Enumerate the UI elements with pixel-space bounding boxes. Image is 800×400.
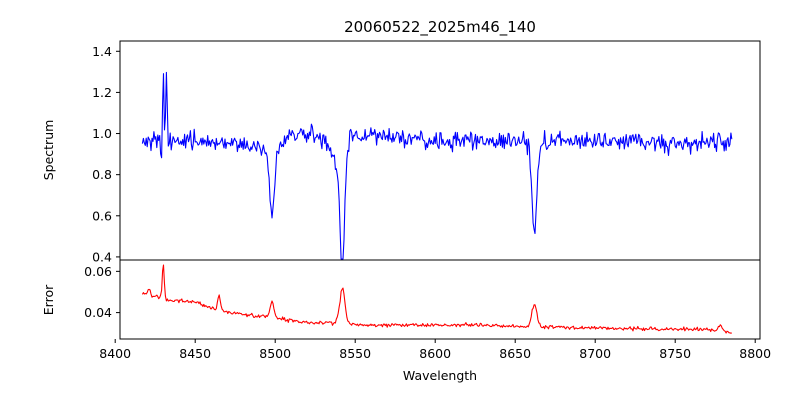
x-tick-label: 8400 bbox=[99, 346, 131, 361]
x-tick-label: 8600 bbox=[419, 346, 451, 361]
x-tick-label: 8650 bbox=[499, 346, 531, 361]
spectrum-y-tick-label: 0.8 bbox=[92, 167, 112, 182]
error-series-line bbox=[141, 264, 732, 334]
spectrum-y-axis-label: Spectrum bbox=[41, 120, 56, 181]
x-tick-label: 8800 bbox=[739, 346, 771, 361]
x-tick-label: 8750 bbox=[659, 346, 691, 361]
error-axes-frame bbox=[119, 259, 761, 340]
x-tick-label: 8450 bbox=[179, 346, 211, 361]
x-axis-label: Wavelength bbox=[403, 368, 477, 383]
error-y-axis-label: Error bbox=[41, 284, 56, 315]
spectrum-series-line bbox=[141, 71, 733, 260]
spectrum-y-ticks: 0.4 0.6 0.8 1.0 1.2 1.4 bbox=[92, 44, 120, 264]
error-y-ticks: 0.04 0.06 bbox=[84, 264, 120, 320]
x-tick-label: 8500 bbox=[259, 346, 291, 361]
error-y-tick-label: 0.04 bbox=[84, 305, 112, 320]
x-tick-label: 8700 bbox=[579, 346, 611, 361]
spectrum-y-tick-label: 1.4 bbox=[92, 44, 112, 59]
spectrum-y-tick-label: 1.0 bbox=[92, 126, 112, 141]
x-tick-label: 8550 bbox=[339, 346, 371, 361]
spectrum-panel: 0.4 0.6 0.8 1.0 1.2 1.4 Spectrum bbox=[41, 40, 761, 264]
error-panel: 0.04 0.06 Error bbox=[41, 259, 761, 340]
chart-title: 20060522_2025m46_140 bbox=[344, 18, 536, 37]
spectrum-y-tick-label: 0.6 bbox=[92, 208, 112, 223]
x-axis-ticks: 8400 8450 8500 8550 8600 8650 8700 8750 8800 bbox=[99, 339, 771, 361]
spectrum-y-tick-label: 1.2 bbox=[92, 85, 112, 100]
error-y-tick-label: 0.06 bbox=[84, 264, 112, 279]
spectrum-y-tick-label: 0.4 bbox=[92, 249, 112, 264]
